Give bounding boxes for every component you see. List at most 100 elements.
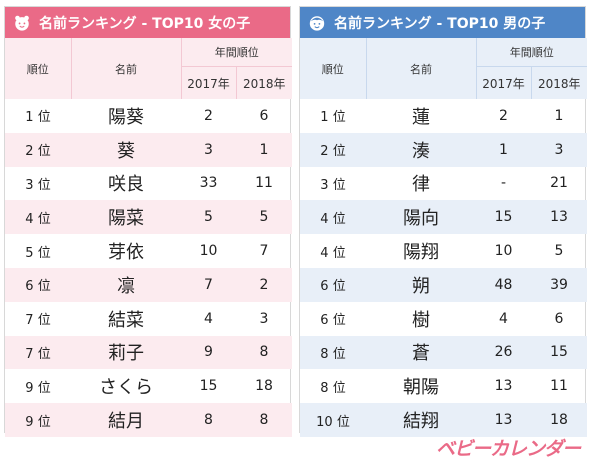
rank-2017-cell: 15 [199,378,218,395]
year-2018-header: 2018年 [235,66,292,99]
rank-2018-cell: 8 [236,403,292,437]
rank-2018-cell: 11 [550,378,568,395]
table-row: 7 位莉子 9 8 [5,335,292,370]
rank-cell: 2 位 [300,132,366,167]
name-cell: 陽翔 [403,242,439,264]
table-row: 5 位 芽依 10 7 [5,234,292,268]
name-cell: さくら [99,377,153,399]
name-cell: 結翔 [366,403,476,437]
table-row: 1 位 蓮 2 1 [300,99,587,133]
boy-face-icon [309,15,325,31]
rank-2017-cell: 8 [181,403,236,437]
rank-cell: 4 位 [5,200,71,235]
rank-2018-cell: 7 [259,243,269,260]
girl-face-icon [15,15,29,31]
rank-2018-cell: 13 [531,200,587,235]
table-row: 9 位 さくら 15 18 [5,369,292,403]
annual-rank-header: 年間順位 [475,38,587,67]
rank-cell: 8 位 [300,335,366,370]
rank-2018-cell: 1 [554,107,564,124]
table-row: 7 位 結菜 4 3 [5,302,292,336]
name-cell: 蒼 [366,335,476,370]
rank-cell: 6 位 [300,267,366,302]
table-row: 8 位 朝陽 13 11 [300,369,587,403]
rank-cell: 1 位 [320,110,346,126]
rank-2018-cell: 11 [255,175,273,192]
rank-2018-cell: 6 [554,310,564,327]
rank-2018-cell: 3 [531,132,587,167]
rank-cell: 7 位 [5,335,71,370]
rank-2018-cell: 5 [554,243,564,260]
rank-2017-cell: 2 [499,107,508,124]
rank-2017-cell: 15 [476,200,531,235]
name-cell: 樹 [412,309,430,331]
rank-cell: 1 位 [25,110,51,126]
name-cell: 陽葵 [108,106,144,128]
name-cell: 湊 [366,132,476,167]
rank-2017-cell: 3 [181,132,236,167]
rank-2017-cell: 2 [204,107,213,124]
rank-cell: 9 位 [5,403,71,437]
rank-2017-cell: 10 [199,243,218,260]
table-row: 3 位 律 - 21 [300,167,587,201]
rank-2018-cell: 6 [259,107,269,124]
rank-2017-cell: 7 [181,267,236,302]
rank-2017-cell: 9 [181,335,236,370]
name-cell: 朝陽 [403,377,439,399]
rank-2018-cell: 2 [236,267,292,302]
name-cell: 朔 [366,267,476,302]
rank-2017-cell: 4 [204,310,213,327]
rank-2017-cell: 13 [476,403,531,437]
table-row: 1 位 陽葵 2 6 [5,99,292,133]
table-row: 3 位 咲良 33 11 [5,167,292,201]
table-row: 6 位 樹 4 6 [300,302,587,336]
rank-2018-cell: 18 [255,378,273,395]
rank-cell: 4 位 [300,200,366,235]
name-cell: 律 [412,174,430,196]
name-cell: 葵 [71,132,181,167]
rank-2018-cell: 18 [531,403,587,437]
rank-cell: 5 位 [25,245,51,261]
name-cell: 結菜 [108,309,144,331]
boys-ranking-panel: 名前ランキング - TOP10 男の子 順位 名前 年間順位 2017年 201… [299,6,587,437]
year-2017-header: 2017年 [475,66,531,99]
rank-cell: 6 位 [320,313,346,329]
table-row: 4 位 陽翔 10 5 [300,234,587,268]
rank-2017-cell: 4 [499,310,508,327]
rank-cell: 4 位 [320,245,346,261]
rank-2018-cell: 39 [531,267,587,302]
year-2017-header: 2017年 [180,66,236,99]
rank-2018-cell: 3 [259,310,269,327]
table-row: 4 位陽菜 5 5 [5,200,292,235]
rank-cell: 7 位 [25,313,51,329]
rank-2017-cell: 33 [199,175,218,192]
rank-column-header: 順位 [5,38,71,99]
rank-2018-cell: 1 [236,132,292,167]
table-row: 4 位陽向 15 13 [300,200,587,235]
rank-cell: 3 位 [320,177,346,193]
rank-column-header: 順位 [300,38,366,99]
name-cell: 咲良 [108,174,144,196]
name-cell: 陽菜 [71,200,181,235]
table-row: 9 位結月 8 8 [5,403,292,437]
name-cell: 蓮 [412,106,430,128]
name-cell: 陽向 [366,200,476,235]
name-column-header: 名前 [365,38,476,99]
rank-2018-cell: 15 [531,335,587,370]
rank-2017-cell: - [500,175,507,192]
table-row: 10 位結翔 13 18 [300,403,587,437]
rank-2018-cell: 5 [236,200,292,235]
rank-2017-cell: 1 [476,132,531,167]
girls-ranking-panel: 名前ランキング - TOP10 女の子 順位 名前 年間順位 2017年 201… [4,6,292,437]
year-2018-header: 2018年 [530,66,587,99]
table-row: 6 位朔 48 39 [300,267,587,302]
rank-2017-cell: 13 [494,378,513,395]
rank-2017-cell: 48 [476,267,531,302]
table-row: 8 位蒼 26 15 [300,335,587,370]
rank-cell: 6 位 [5,267,71,302]
